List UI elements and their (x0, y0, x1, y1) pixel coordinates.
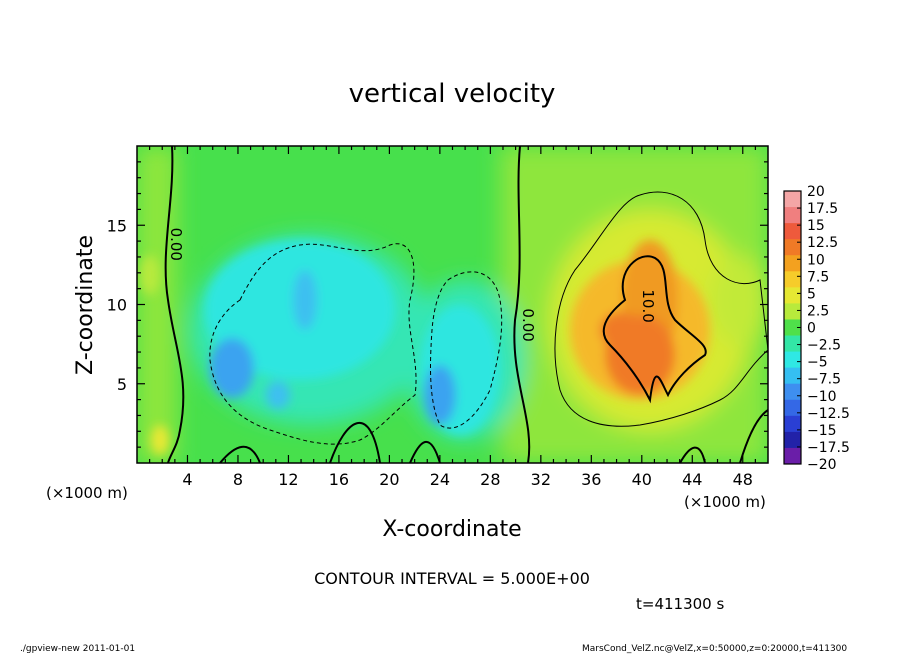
colorbar-swatch (784, 223, 801, 240)
axis-ticks (137, 146, 768, 463)
colorbar-label: −10 (807, 389, 837, 405)
x-unit-label-right: (×1000 m) (684, 493, 766, 511)
colorbar-label: 5 (807, 286, 816, 302)
y-axis-label: Z-coordinate (73, 235, 98, 375)
y-tick-labels: 5 10 15 (107, 216, 127, 394)
colorbar-label: −5 (807, 355, 828, 371)
colorbar-swatch (784, 319, 801, 337)
x-tick-label: 44 (682, 470, 702, 489)
colorbar-swatch (784, 255, 801, 272)
colorbar-swatch (784, 431, 801, 449)
time-label: t=411300 s (636, 595, 724, 613)
contour-label: 0.00 (167, 228, 185, 261)
heatmap-field: 0.00 0.00 10.0 (137, 146, 768, 463)
colorbar-label: −15 (807, 423, 837, 439)
x-tick-labels: 4 8 12 16 20 24 28 32 36 40 44 48 (182, 470, 753, 489)
colorbar-label: −20 (807, 457, 837, 473)
colorbar-label: −17.5 (807, 440, 850, 456)
colorbar-swatch (784, 335, 801, 353)
x-tick-label: 48 (733, 470, 753, 489)
colorbar-label: −7.5 (807, 372, 841, 388)
x-tick-label: 32 (531, 470, 551, 489)
x-tick-label: 28 (480, 470, 500, 489)
colorbar-swatch (784, 447, 801, 465)
x-tick-label: 40 (632, 470, 652, 489)
contour-label: 10.0 (639, 289, 657, 322)
colorbar-swatch (784, 287, 801, 304)
colorbar-label: 7.5 (807, 269, 829, 285)
y-tick-label: 15 (107, 216, 127, 235)
footer-left: ./gpview-new 2011-01-01 (20, 644, 135, 654)
x-tick-label: 4 (182, 470, 192, 489)
colorbar-swatch (784, 239, 801, 256)
chart-title: vertical velocity (349, 79, 556, 109)
colorbar-swatch (784, 271, 801, 288)
colorbar-label: 2.5 (807, 303, 829, 319)
y-tick-label: 5 (117, 375, 127, 394)
colorbar-swatch (784, 367, 801, 385)
colorbar-swatch (784, 399, 801, 417)
contour-label: 0.00 (519, 308, 537, 341)
x-unit-label-left: (×1000 m) (46, 484, 128, 502)
colorbar-label: 0 (807, 321, 816, 337)
colorbar-swatch (784, 207, 801, 224)
colorbar-swatch (784, 383, 801, 401)
x-tick-label: 36 (581, 470, 601, 489)
colorbar-swatch (784, 415, 801, 433)
colorbar-label: −2.5 (807, 338, 841, 354)
footer-right: MarsCond_VelZ.nc@VelZ,x=0:50000,z=0:2000… (582, 644, 847, 654)
x-tick-label: 20 (379, 470, 399, 489)
x-tick-label: 16 (329, 470, 349, 489)
colorbar-swatch (784, 191, 801, 208)
colorbar-swatch (784, 351, 801, 369)
x-tick-label: 8 (233, 470, 243, 489)
colorbar-label: 20 (807, 184, 825, 200)
x-tick-label: 24 (430, 470, 450, 489)
colorbar-label: 12.5 (807, 235, 838, 251)
contour-interval-text: CONTOUR INTERVAL = 5.000E+00 (314, 569, 590, 588)
x-axis-label: X-coordinate (382, 517, 521, 542)
colorbar-label: −12.5 (807, 406, 850, 422)
colorbar-label: 15 (807, 218, 825, 234)
colorbar-swatch (784, 303, 801, 320)
colorbar-label: 17.5 (807, 201, 838, 217)
y-tick-label: 10 (107, 296, 127, 315)
x-tick-label: 12 (278, 470, 298, 489)
colorbar-label: 10 (807, 252, 825, 268)
